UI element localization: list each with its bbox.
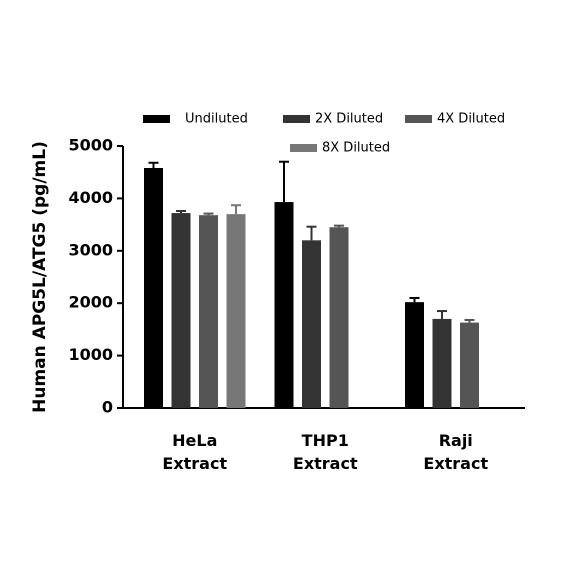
bar (199, 215, 218, 408)
bar (432, 318, 452, 408)
bar (144, 168, 163, 408)
bar (329, 227, 349, 408)
bar (226, 214, 246, 408)
error-bar (279, 160, 289, 203)
y-tick-label: 4000 (68, 188, 113, 207)
legend-swatch (290, 144, 317, 152)
error-bar (203, 212, 214, 216)
error-bar (148, 161, 159, 169)
bar (171, 213, 191, 408)
y-tick-label: 1000 (68, 345, 113, 364)
error-bar (231, 204, 241, 215)
x-tick-label: THP1 Extract (293, 431, 358, 473)
legend-swatch (283, 115, 310, 123)
x-tick-label: HeLa Extract (162, 431, 227, 473)
bar (405, 302, 424, 408)
y-tick-label: 3000 (68, 240, 113, 259)
legend-swatch (143, 115, 170, 123)
error-bar (464, 318, 475, 323)
error-bar (409, 296, 420, 303)
legend-label: 4X Diluted (437, 112, 505, 127)
y-tick-label: 2000 (68, 293, 113, 312)
y-tick-label: 5000 (68, 136, 113, 155)
bar (274, 202, 294, 408)
y-tick-label: 0 (102, 398, 113, 417)
error-bar (306, 225, 317, 241)
legend-label: Undiluted (185, 112, 248, 127)
error-bar (176, 209, 186, 214)
legend-swatch (405, 115, 432, 123)
y-axis-label: Human APG5L/ATG5 (pg/mL) (30, 141, 50, 413)
error-bar (437, 310, 447, 319)
error-bar (334, 224, 344, 228)
bar (460, 322, 479, 408)
x-tick-label: Raji Extract (423, 431, 488, 473)
legend-label: 2X Diluted (315, 112, 383, 127)
legend-label: 8X Diluted (322, 141, 390, 156)
bar (302, 240, 321, 408)
